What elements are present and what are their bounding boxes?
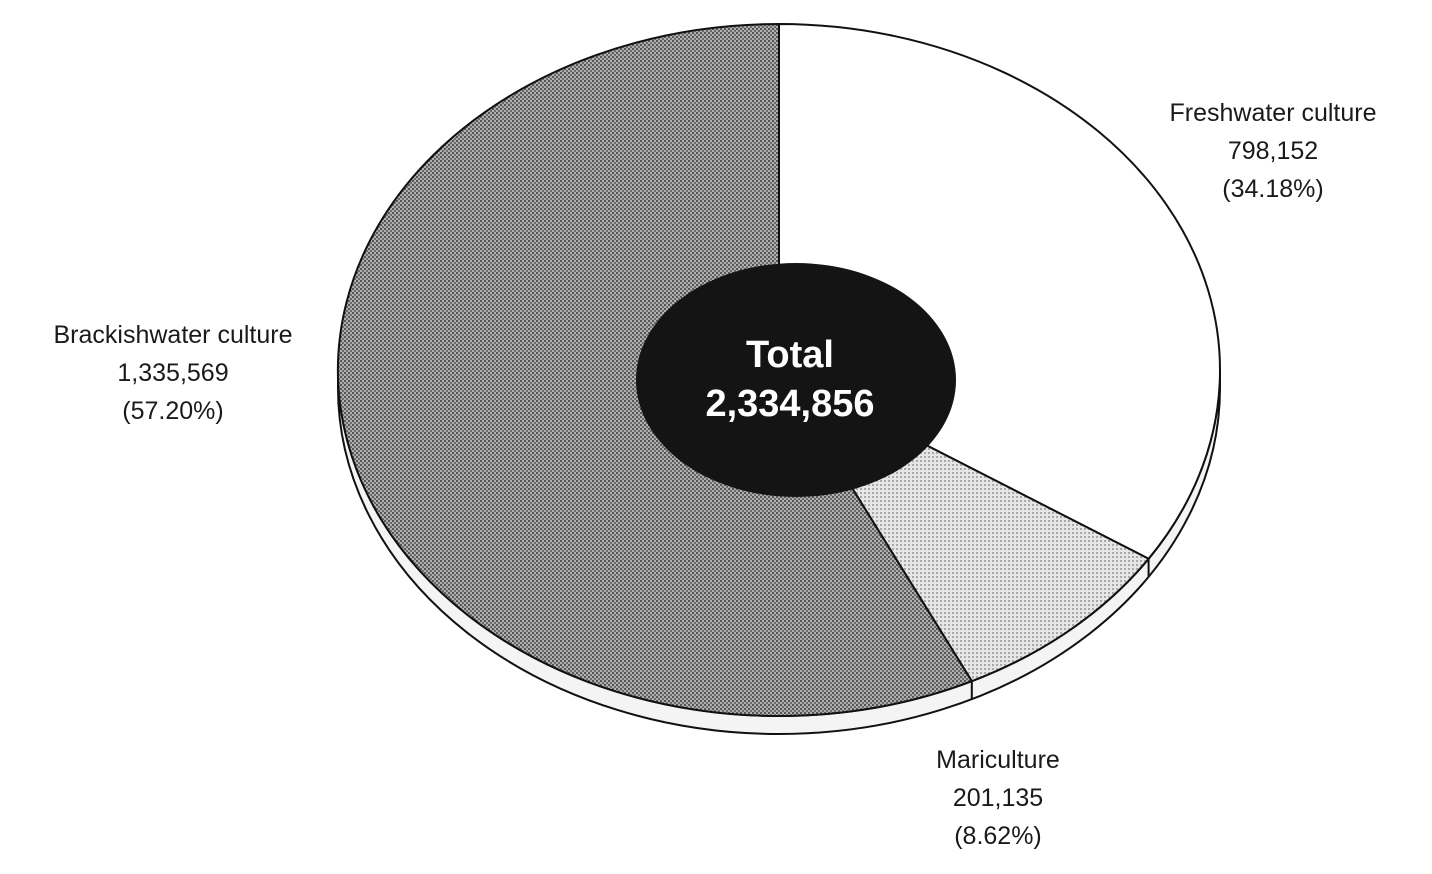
slice-name: Mariculture [936,746,1060,774]
slice-label-brackishwater: Brackishwater culture 1,335,569 (57.20%) [18,316,328,430]
slice-label-mariculture: Mariculture 201,135 (8.62%) [898,741,1098,855]
slice-value: 201,135 [952,784,1044,812]
slice-label-freshwater: Freshwater culture 798,152 (34.18%) [1140,94,1406,208]
slice-percent: (57.20%) [122,397,224,425]
slice-value: 1,335,569 [117,359,229,387]
total-label: Total [746,334,834,376]
slice-percent: (34.18%) [1222,175,1324,203]
total-center-disc [636,263,956,497]
slice-name: Freshwater culture [1169,99,1377,127]
slice-value: 798,152 [1227,137,1319,165]
slice-percent: (8.62%) [954,822,1042,850]
slice-name: Brackishwater culture [53,321,293,349]
total-value: 2,334,856 [705,383,875,425]
